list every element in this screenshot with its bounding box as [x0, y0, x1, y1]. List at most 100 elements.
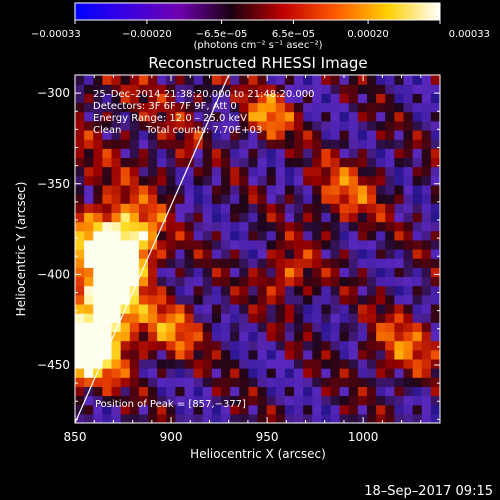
- heatmap-cell: [202, 404, 213, 415]
- heatmap-cell: [421, 249, 432, 259]
- heatmap-cell: [221, 221, 231, 232]
- heatmap-cell: [239, 358, 249, 369]
- heatmap-cell: [184, 111, 195, 122]
- heatmap-cell: [275, 267, 286, 278]
- heatmap-cell: [376, 322, 386, 333]
- heatmap-cell: [157, 368, 167, 378]
- heatmap-cell: [275, 377, 286, 387]
- heatmap-cell: [211, 404, 222, 415]
- x-axis-ticks: 850 900 950 1000: [64, 75, 441, 444]
- heatmap-cell: [376, 239, 386, 250]
- heatmap-cell: [138, 294, 149, 305]
- heatmap-cell: [266, 175, 277, 186]
- heatmap-cell: [312, 249, 322, 259]
- heatmap-cell: [421, 276, 432, 287]
- heatmap-cell: [266, 139, 277, 149]
- heatmap-cells: [75, 75, 440, 423]
- heatmap-cell: [248, 276, 259, 287]
- heatmap-cell: [93, 258, 103, 268]
- heatmap-cell: [175, 249, 186, 259]
- heatmap-cell: [157, 285, 167, 296]
- heatmap-cell: [75, 148, 85, 159]
- x-tick-label: 900: [160, 430, 183, 444]
- heatmap-cell: [157, 203, 167, 213]
- heatmap-cell: [348, 267, 359, 278]
- heatmap-cell: [193, 84, 204, 94]
- heatmap-cell: [157, 212, 167, 223]
- heatmap-cell: [239, 203, 249, 213]
- heatmap-cell: [93, 313, 103, 323]
- heatmap-cell: [102, 120, 113, 131]
- heatmap-cell: [166, 157, 176, 168]
- heatmap-cell: [312, 93, 322, 104]
- heatmap-cell: [357, 230, 368, 241]
- heatmap-cell: [321, 102, 332, 113]
- heatmap-cell: [403, 102, 414, 113]
- heatmap-cell: [184, 331, 195, 342]
- heatmap-cell: [421, 212, 432, 223]
- heatmap-cell: [266, 258, 277, 268]
- heatmap-cell: [294, 75, 304, 85]
- heatmap-cell: [202, 194, 213, 204]
- heatmap-cell: [303, 84, 313, 94]
- heatmap-cell: [120, 368, 131, 378]
- heatmap-cell: [120, 75, 131, 85]
- heatmap-cell: [111, 349, 122, 360]
- heatmap-cell: [102, 129, 113, 140]
- heatmap-cell: [129, 75, 140, 85]
- heatmap-cell: [184, 139, 195, 149]
- heatmap-cell: [129, 111, 140, 122]
- heatmap-cell: [412, 139, 423, 149]
- heatmap-cell: [257, 184, 268, 195]
- heatmap-cell: [202, 349, 213, 360]
- heatmap-cell: [430, 194, 440, 204]
- heatmap-cell: [84, 303, 94, 314]
- heatmap-cell: [148, 413, 158, 423]
- heatmap-cell: [211, 294, 222, 305]
- heatmap-cell: [412, 239, 423, 250]
- heatmap-cell: [294, 377, 304, 387]
- heatmap-cell: [257, 313, 268, 323]
- heatmap-cell: [148, 157, 158, 168]
- heatmap-cell: [330, 230, 341, 241]
- heatmap-cell: [339, 239, 350, 250]
- heatmap-cell: [330, 102, 341, 113]
- heatmap-cell: [357, 166, 368, 177]
- heatmap-cell: [230, 331, 240, 342]
- heatmap-cell: [421, 239, 432, 250]
- heatmap-cell: [357, 175, 368, 186]
- heatmap-cell: [157, 386, 167, 397]
- heatmap-cell: [230, 203, 240, 213]
- heatmap-cell: [275, 285, 286, 296]
- heatmap-cell: [348, 368, 359, 378]
- heatmap-cell: [239, 285, 249, 296]
- heatmap-cell: [166, 386, 176, 397]
- heatmap-cell: [120, 102, 131, 113]
- heatmap-cell: [275, 331, 286, 342]
- heatmap-cell: [75, 120, 85, 131]
- heatmap-cell: [312, 111, 322, 122]
- heatmap-cell: [202, 230, 213, 241]
- heatmap-cell: [193, 194, 204, 204]
- heatmap-cell: [102, 285, 113, 296]
- heatmap-cell: [202, 212, 213, 223]
- heatmap-cell: [120, 230, 131, 241]
- heatmap-cell: [394, 258, 405, 268]
- heatmap-cell: [157, 377, 167, 387]
- heatmap-cell: [175, 221, 186, 232]
- heatmap-cell: [284, 139, 295, 149]
- heatmap-cell: [239, 413, 249, 423]
- heatmap-cell: [102, 239, 113, 250]
- heatmap-cell: [284, 166, 295, 177]
- heatmap-cell: [193, 413, 204, 423]
- heatmap-cell: [120, 239, 131, 250]
- heatmap-cell: [284, 194, 295, 204]
- heatmap-cell: [84, 285, 94, 296]
- heatmap-cell: [239, 249, 249, 259]
- heatmap-cell: [102, 175, 113, 186]
- heatmap-cell: [111, 84, 122, 94]
- heatmap-cell: [303, 368, 313, 378]
- heatmap-cell: [312, 294, 322, 305]
- heatmap-cell: [367, 221, 377, 232]
- heatmap-cell: [430, 258, 440, 268]
